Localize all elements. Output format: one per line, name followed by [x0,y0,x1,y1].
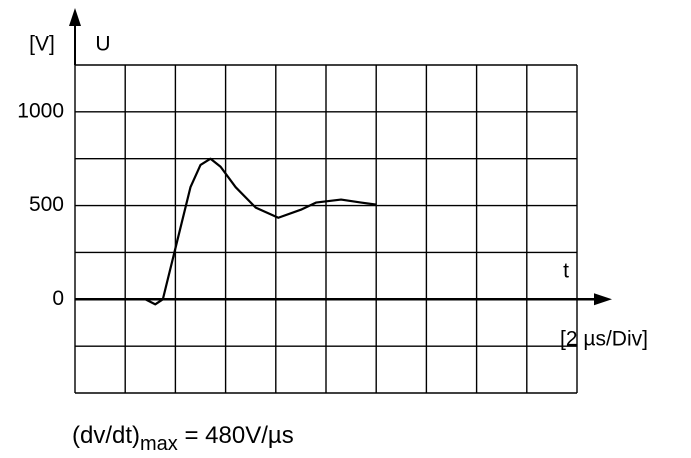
annotation-part: = 480V/µs [178,422,294,449]
annotation: (dv/dt)max = 480V/µs [72,422,294,455]
x-unit: [2 µs/Div] [560,328,648,351]
y-axis-arrow [69,8,81,26]
y-tick-label: 1000 [17,99,64,122]
y-label: U [95,33,110,56]
x-label: t [563,260,569,283]
y-tick-label: 500 [29,193,64,216]
y-unit: [V] [29,33,55,56]
annotation-sub: max [140,433,178,455]
y-tick-label: 0 [52,287,64,310]
x-axis-arrow [594,293,612,306]
annotation-part: (dv/dt) [72,422,140,449]
data-line [144,157,377,306]
